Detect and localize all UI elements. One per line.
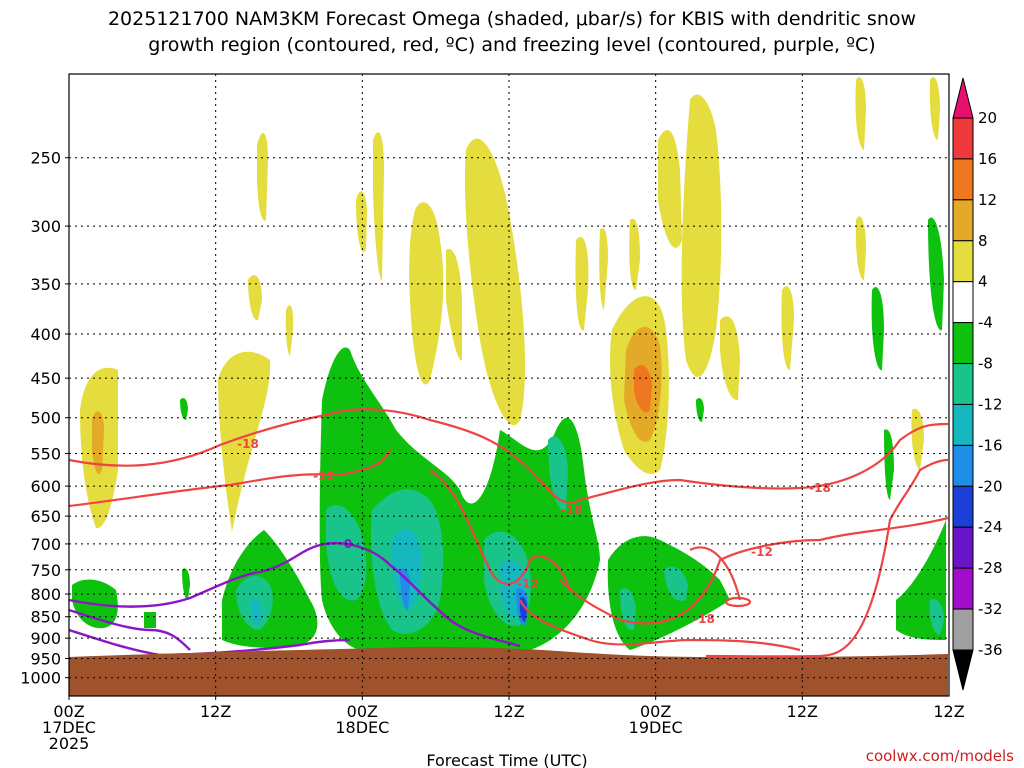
colorbar-segment: [952, 485, 974, 528]
x-tick-label: 12Z: [933, 702, 964, 721]
x-tick-label: 12Z: [200, 702, 231, 721]
dgz-label-minus18-left: -18: [237, 437, 259, 451]
colorbar-label: -4: [978, 314, 993, 332]
ground-terrain: [69, 646, 948, 696]
x-tick-label: 2025: [49, 734, 90, 753]
y-tick-label: 350: [30, 275, 61, 294]
dgz-label-minus18-right: -18: [809, 481, 831, 495]
y-tick-label: 450: [30, 369, 61, 388]
x-tick-label: 18DEC: [335, 718, 389, 737]
colorbar-segment: [952, 363, 974, 405]
colorbar-label: -32: [978, 600, 1003, 618]
colorbar-label: -12: [978, 395, 1003, 413]
x-tick-label: 00Z: [640, 702, 671, 721]
y-tick-label: 500: [30, 409, 61, 428]
y-tick-label: 550: [30, 444, 61, 463]
colorbar: 20 16 12 8 4 -4 -8 -12 -16 -20 -24 -28 -32 -36: [952, 77, 1003, 691]
dgz-label-minus18-mid: -18: [561, 503, 583, 517]
colorbar-segment: [952, 403, 974, 446]
colorbar-segment: [952, 158, 974, 201]
colorbar-label: 20: [978, 109, 997, 127]
colorbar-segment: [952, 526, 974, 569]
colorbar-segment: [952, 199, 974, 242]
colorbar-label: 8: [978, 232, 988, 250]
colorbar-segment: [952, 281, 974, 324]
colorbar-bottom-arrow: [952, 649, 974, 691]
chart-title-line-1: 2025121700 NAM3KM Forecast Omega (shaded…: [108, 8, 916, 30]
y-tick-label: 300: [30, 217, 61, 236]
credit-text: coolwx.com/models: [866, 747, 1014, 765]
colorbar-label: -24: [978, 518, 1003, 536]
y-tick-label: 750: [30, 561, 61, 580]
plot-area: -18 -12 -18 -12 -12 -18 -18 0: [68, 73, 950, 697]
x-tick-label: 19DEC: [629, 718, 683, 737]
gridlines: [68, 74, 949, 696]
y-axis-ticks: 250 300 350 400 450 500 550 600 650 700 750 800 850 9…: [20, 149, 69, 688]
y-tick-label: 850: [30, 608, 61, 627]
dgz-label-minus18-low: -18: [693, 612, 715, 626]
y-tick-label: 950: [30, 649, 61, 668]
colorbar-label: -20: [978, 477, 1003, 495]
y-tick-label: 650: [30, 507, 61, 526]
y-tick-label: 400: [30, 325, 61, 344]
dgz-label-minus12-mid: -12: [517, 577, 539, 591]
dgz-contours: [68, 408, 949, 658]
colorbar-label: -16: [978, 436, 1003, 454]
colorbar-segment: [952, 567, 974, 610]
contour-labels: -18 -12 -18 -12 -12 -18 -18 0: [237, 437, 831, 626]
y-tick-label: 250: [30, 149, 61, 168]
x-tick-label: 00Z: [53, 702, 84, 721]
x-axis-label: Forecast Time (UTC): [426, 751, 587, 768]
omega-shading: [72, 77, 946, 653]
colorbar-segment: [952, 240, 974, 283]
colorbar-label: -8: [978, 355, 993, 373]
colorbar-top-arrow: [952, 77, 974, 119]
chart-title-line-2: growth region (contoured, red, ºC) and f…: [148, 34, 875, 56]
colorbar-segment: [952, 322, 974, 365]
x-tick-label: 12Z: [787, 702, 818, 721]
dgz-label-minus12-right: -12: [751, 545, 773, 559]
colorbar-label: -28: [978, 559, 1003, 577]
colorbar-segment: [952, 117, 974, 160]
x-tick-label: 12Z: [493, 702, 524, 721]
y-tick-label: 700: [30, 535, 61, 554]
colorbar-label: -36: [978, 641, 1003, 659]
colorbar-segment: [952, 444, 974, 487]
x-tick-label: 17DEC: [42, 718, 96, 737]
colorbar-segment: [952, 608, 974, 651]
y-tick-label: 600: [30, 477, 61, 496]
dgz-label-minus12-left: -12: [313, 469, 335, 483]
colorbar-label: 12: [978, 191, 997, 209]
y-tick-label: 900: [30, 629, 61, 648]
y-tick-label: 1000: [20, 669, 61, 688]
x-tick-label: 00Z: [347, 702, 378, 721]
y-tick-label: 800: [30, 585, 61, 604]
colorbar-label: 4: [978, 273, 988, 291]
colorbar-label: 16: [978, 150, 997, 168]
freezing-level-label: 0: [344, 537, 352, 551]
